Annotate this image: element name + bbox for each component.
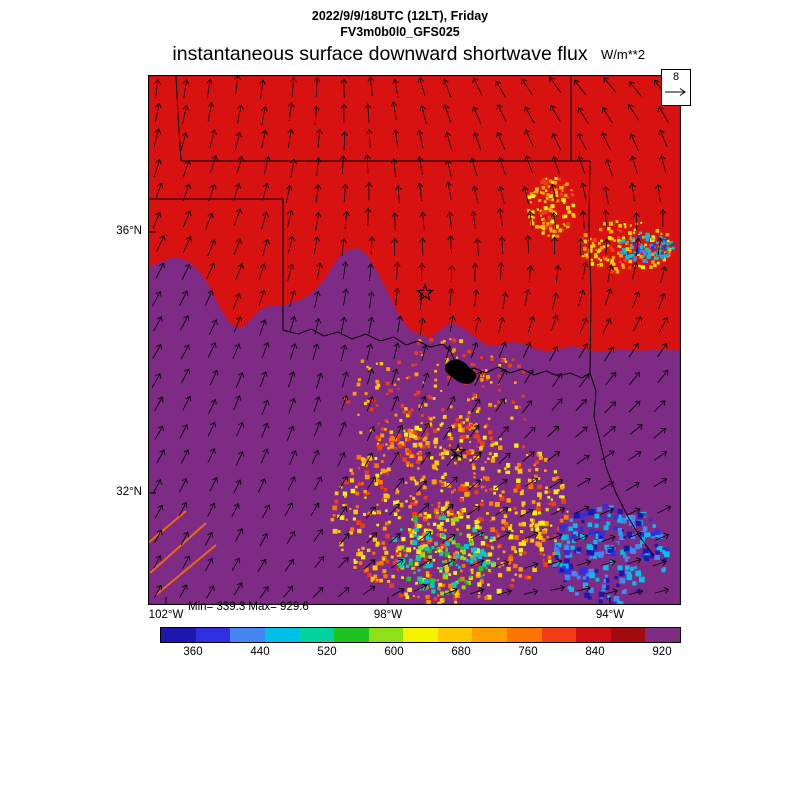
lat-tick-label: 36°N bbox=[116, 225, 142, 237]
colorbar-tick-label: 360 bbox=[183, 646, 203, 658]
lon-tick-label: 94°W bbox=[595, 609, 625, 621]
colorbar-cell bbox=[333, 628, 369, 642]
colorbar-cell bbox=[161, 628, 196, 642]
colorbar-cell bbox=[195, 628, 231, 642]
reference-arrow-icon bbox=[665, 88, 686, 96]
colorbar-cell bbox=[541, 628, 577, 642]
colorbar-cell bbox=[368, 628, 404, 642]
map-fill-layer bbox=[149, 76, 680, 604]
colorbar-tick-label: 520 bbox=[317, 646, 337, 658]
colorbar-tick-label: 840 bbox=[585, 646, 605, 658]
colorbar-tick-label: 680 bbox=[451, 646, 471, 658]
colorbar-cell bbox=[576, 628, 611, 642]
colorbar-cell bbox=[472, 628, 507, 642]
lat-tick-label: 32°N bbox=[116, 486, 142, 498]
map-plot-area bbox=[148, 75, 681, 605]
reference-vector-box: 8 bbox=[661, 69, 691, 106]
reference-vector-value: 8 bbox=[672, 71, 680, 83]
valid-time-text: 2022/9/9/18UTC (12LT), Friday bbox=[311, 9, 489, 23]
lon-tick-label: 102°W bbox=[148, 609, 184, 621]
colorbar-cell bbox=[506, 628, 542, 642]
colorbar-cell bbox=[610, 628, 646, 642]
colorbar-tick-label: 760 bbox=[518, 646, 538, 658]
star-marker bbox=[415, 283, 435, 301]
lake-feature bbox=[444, 359, 477, 384]
colorbar bbox=[160, 627, 681, 643]
colorbar-cell bbox=[437, 628, 473, 642]
colorbar-tick-label: 920 bbox=[652, 646, 672, 658]
colorbar-cell bbox=[645, 628, 680, 642]
map-frame bbox=[148, 75, 681, 605]
colorbar-cell bbox=[403, 628, 438, 642]
colorbar-cell bbox=[264, 628, 300, 642]
units-label: W/m**2 bbox=[601, 47, 646, 62]
colorbar-tick-label: 440 bbox=[250, 646, 270, 658]
colorbar-tick-labels: 360 440 520 600 680 760 840 920 bbox=[160, 646, 681, 660]
colorbar-tick-label: 600 bbox=[384, 646, 404, 658]
cloud-patches-layer bbox=[330, 177, 675, 604]
flux-map-canvas bbox=[148, 75, 681, 605]
wind-arrows-layer bbox=[151, 76, 672, 599]
state-borders-layer bbox=[149, 76, 655, 557]
star-marker bbox=[449, 443, 467, 460]
plot-title: instantaneous surface downward shortwave… bbox=[172, 43, 588, 65]
colorbar-cell bbox=[230, 628, 265, 642]
model-run-text: FV3m0b0l0_GFS025 bbox=[340, 25, 460, 39]
min-max-stats: Min= 339.3 Max= 929.6 bbox=[188, 601, 309, 613]
colorbar-cell bbox=[299, 628, 334, 642]
lon-tick-label: 98°W bbox=[373, 609, 403, 621]
